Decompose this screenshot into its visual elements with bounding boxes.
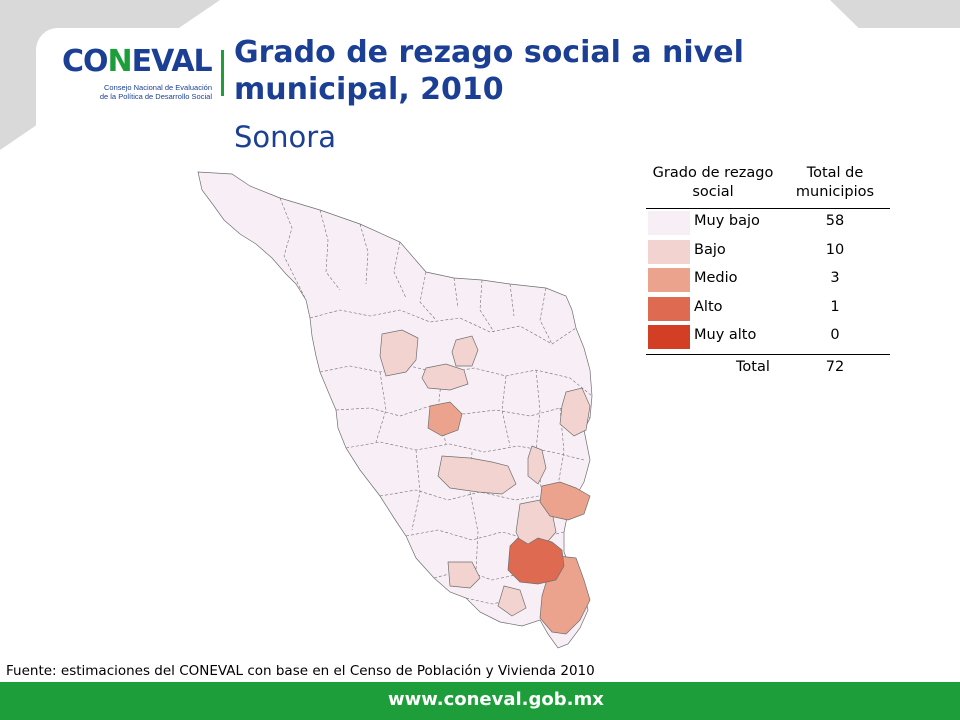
legend-row: Muy alto 0	[646, 323, 890, 352]
sonora-municipal-map	[197, 171, 593, 649]
coneval-logo: CONEVAL Consejo Nacional de Evaluación d…	[58, 44, 213, 114]
muni-bajo-3	[421, 363, 469, 391]
footer-url-link[interactable]: www.coneval.gob.mx	[388, 689, 604, 710]
legend-swatch-alto	[648, 296, 690, 321]
logo-subtitle: Consejo Nacional de Evaluación de la Pol…	[99, 83, 212, 101]
muni-medio-2	[539, 481, 591, 521]
legend-count: 3	[830, 270, 840, 287]
legend-header-total: Total de municipios	[795, 165, 875, 200]
legend-swatch-muy-bajo	[648, 211, 690, 235]
legend-label: Muy bajo	[694, 213, 760, 229]
legend-header-grade: Grado de rezago social	[652, 165, 774, 200]
legend-swatch-bajo	[648, 239, 690, 264]
legend-header: Grado de rezago social Total de municipi…	[646, 164, 890, 209]
legend-count: 0	[830, 327, 840, 344]
legend-swatch-muy-alto	[648, 325, 690, 350]
legend-swatch-medio	[648, 268, 690, 293]
page-title: Grado de rezago social a nivel municipal…	[234, 35, 744, 107]
legend-row: Bajo 10	[646, 238, 890, 267]
muni-medio-1	[427, 401, 463, 437]
muni-bajo-9	[497, 585, 527, 617]
legend-row: Alto 1	[646, 295, 890, 324]
state-outline	[197, 171, 593, 649]
state-subtitle: Sonora	[234, 120, 336, 154]
legend-label: Medio	[694, 270, 738, 287]
muni-alto-1	[507, 537, 565, 585]
legend-row: Medio 3	[646, 266, 890, 295]
muni-bajo-1	[379, 329, 419, 377]
muni-bajo-2	[451, 335, 479, 367]
background-corner-right	[830, 0, 960, 28]
legend-count: 10	[825, 241, 845, 258]
legend-row: Muy bajo 58	[646, 209, 890, 238]
footer-bar: www.coneval.gob.mx	[0, 682, 960, 720]
legend-total-count: 72	[825, 358, 845, 375]
legend-count: 58	[825, 213, 845, 229]
logo-wordmark: CONEVAL	[62, 44, 213, 79]
title-divider	[221, 50, 224, 96]
legend-total-label: Total	[736, 358, 770, 375]
legend-count: 1	[830, 298, 840, 315]
muni-bajo-4	[559, 387, 591, 437]
muni-bajo-8	[447, 561, 481, 589]
legend-total-row: Total 72	[646, 353, 890, 383]
legend-label: Bajo	[694, 241, 726, 258]
legend-label: Alto	[694, 298, 723, 315]
source-note: Fuente: estimaciones del CONEVAL con bas…	[6, 663, 595, 679]
legend-label: Muy alto	[694, 327, 757, 344]
muni-bajo-6	[437, 455, 517, 495]
legend-table: Grado de rezago social Total de municipi…	[646, 164, 890, 383]
muni-bajo-5	[527, 445, 547, 485]
